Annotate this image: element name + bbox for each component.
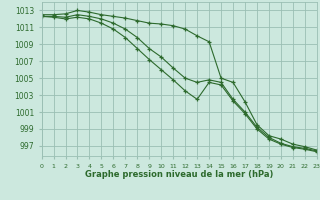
X-axis label: Graphe pression niveau de la mer (hPa): Graphe pression niveau de la mer (hPa) [85, 170, 273, 179]
